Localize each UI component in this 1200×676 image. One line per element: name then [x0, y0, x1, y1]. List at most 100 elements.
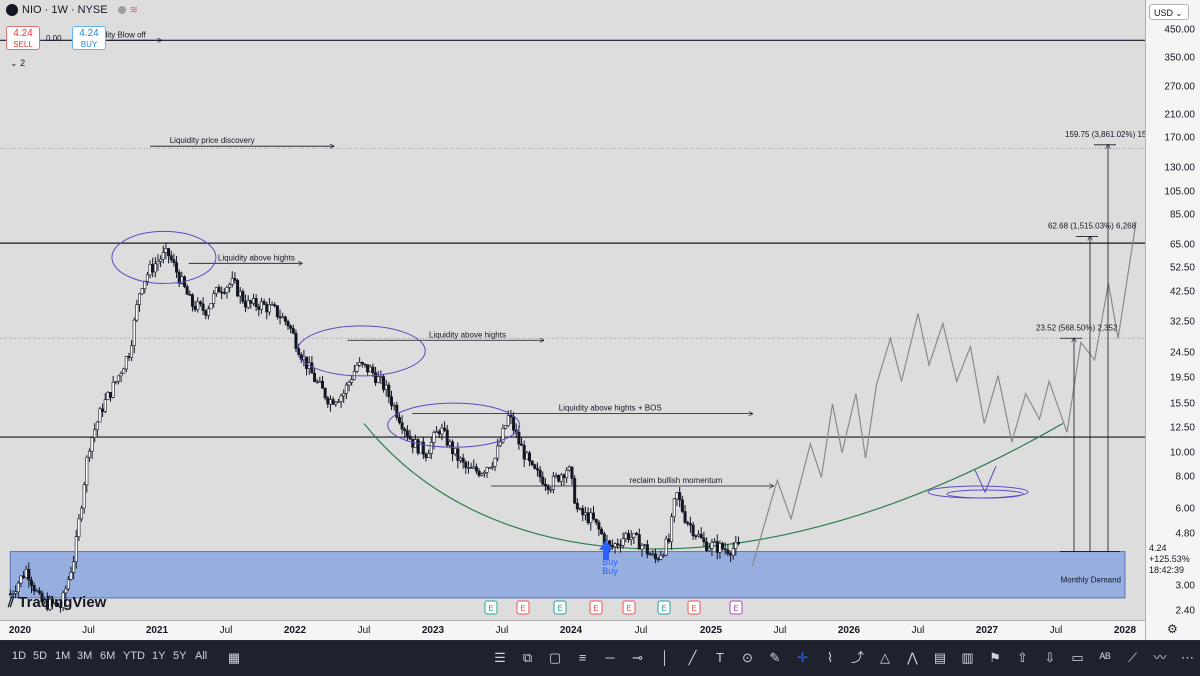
candle-body-251	[675, 492, 679, 500]
hline-icon[interactable]: ─	[605, 650, 615, 665]
earnings-marker-label-1: E	[520, 604, 525, 613]
candle-body-173	[466, 467, 470, 469]
candle-body-136	[368, 366, 372, 373]
wave-icon: ≋	[129, 4, 138, 16]
ray-icon[interactable]: ⊸	[632, 650, 643, 665]
brush-icon[interactable]: ✎	[769, 650, 781, 665]
sell-button[interactable]: 4.24 SELL	[6, 26, 40, 50]
trend-icon[interactable]: ╱	[688, 650, 697, 665]
pattern-icon[interactable]: ⋀	[907, 650, 918, 665]
demand-zone	[9, 551, 1126, 599]
calendar-icon[interactable]: ▦	[227, 650, 241, 665]
candle-body-189	[509, 415, 513, 418]
candle-body-217	[583, 512, 587, 516]
price-tick-18: 6.00	[1175, 503, 1195, 515]
interval-1y-button[interactable]: 1Y	[152, 650, 166, 662]
price-tick-1: 350.00	[1164, 52, 1195, 64]
candle-body-29	[85, 456, 89, 486]
more-icon[interactable]: ⋯	[1181, 650, 1194, 665]
triangle-icon[interactable]: △	[880, 650, 890, 665]
candle-body-167	[451, 441, 455, 455]
buy-price: 4.24	[79, 28, 99, 39]
abcd-icon[interactable]: ᴬᴮ	[1099, 650, 1111, 665]
symbol-legend[interactable]: NIO · 1W · NYSE ≋	[6, 4, 138, 16]
arrow-up-icon[interactable]: ⇧	[1017, 650, 1028, 665]
vline-icon[interactable]: │	[660, 650, 670, 665]
brand-text: TradingView	[18, 594, 107, 611]
candle-body-216	[581, 508, 585, 516]
interval-3m-button[interactable]: 3M	[77, 650, 93, 662]
indicators-toggle[interactable]: ⌄ 2	[10, 58, 25, 69]
candle-body-16	[51, 598, 55, 604]
candle-body-234	[629, 537, 633, 540]
candle-body-179	[482, 472, 486, 475]
interval-5y-button[interactable]: 5Y	[173, 650, 187, 662]
chart-pane[interactable]: Monthly Demand Liquidity Blow off Liquidi…	[0, 0, 1145, 620]
price-chart[interactable]: Monthly Demand Liquidity Blow off Liquidi…	[0, 0, 1145, 620]
flag-icon[interactable]: ⚑	[989, 650, 1001, 665]
candle-body-270	[726, 549, 730, 554]
bars-icon[interactable]: ▥	[961, 650, 974, 665]
candle-body-47	[132, 319, 136, 346]
candle-body-219	[589, 512, 593, 524]
interval-all-button[interactable]: All	[195, 650, 208, 662]
currency-selector[interactable]: USD ⌄	[1149, 4, 1189, 20]
arrow-down-icon[interactable]: ⇩	[1044, 650, 1056, 665]
candle-body-126	[342, 393, 346, 397]
candle-body-124	[336, 401, 340, 403]
candle-body-74	[204, 310, 208, 316]
price-tick-7: 85.00	[1169, 209, 1195, 221]
price-tick-2: 270.00	[1164, 81, 1195, 93]
tradingview-logo: ⫽ TradingView	[8, 594, 106, 611]
settings-icon[interactable]: ⚙	[1167, 622, 1178, 636]
indicator-count: 2	[20, 58, 26, 68]
candle-body-157	[424, 453, 428, 458]
candle-body-85	[233, 278, 237, 281]
candle-body-119	[323, 388, 327, 399]
fib-icon[interactable]: ≡	[578, 650, 587, 665]
price-axis[interactable]: 450.00 350.00 270.00 210.00 170.00 130.00 105.…	[1145, 0, 1200, 640]
bottom-toolbar: 1D 5D 1M 3M 6M YTD 1Y 5Y All ▦ ☰ ⧉ ▢ ≡ ─ ⊸ │ ╱ T ⊙ ✎ ✛ ⌇ ⤴ △ ⋀ ▤ ▥ ⚑…	[0, 640, 1200, 676]
candle-body-232	[624, 533, 628, 540]
candle-body-6	[24, 568, 28, 578]
price-tick-0: 450.00	[1164, 24, 1195, 36]
chart-icon[interactable]: ▤	[933, 650, 947, 665]
interval-5d-button[interactable]: 5D	[33, 650, 48, 662]
interval-1m-button[interactable]: 1M	[55, 650, 71, 662]
price-tick-20: 3.00	[1175, 580, 1195, 592]
time-axis[interactable]: 2020 Jul 2021 Jul 2022 Jul 2023 Jul 2024 Jul 2025 J…	[0, 620, 1145, 641]
candle-body-205	[551, 475, 555, 490]
path-icon[interactable]: ⤴	[850, 650, 864, 665]
candle-body-25	[74, 536, 78, 563]
elliott-icon[interactable]: 〰	[1153, 650, 1167, 665]
candle-body-27	[80, 507, 84, 520]
candle-body-105	[286, 321, 290, 327]
candle-body-154	[416, 439, 420, 454]
candle-body-46	[130, 345, 134, 358]
earnings-marker-2	[553, 600, 567, 615]
cross-icon[interactable]: ✛	[797, 650, 808, 665]
candle-body-42	[119, 373, 123, 377]
interval-6m-button[interactable]: 6M	[100, 650, 116, 662]
circle-icon[interactable]: ⊙	[742, 650, 753, 665]
candle-body-67	[185, 286, 189, 295]
interval-1d-button[interactable]: 1D	[12, 650, 27, 662]
candle-body-215	[578, 508, 582, 510]
candle-body-170	[458, 457, 462, 461]
note-icon[interactable]: ▭	[1071, 650, 1084, 665]
rect-icon[interactable]: ▢	[548, 650, 562, 665]
candle-body-193	[520, 443, 524, 446]
candle-body-111	[302, 356, 306, 360]
candle-body-266	[715, 541, 719, 553]
price-tick-12: 24.50	[1169, 347, 1195, 359]
zigzag-icon[interactable]: ⌇	[826, 650, 834, 665]
candle-body-220	[592, 512, 596, 520]
chevron-down-icon: ⌄	[10, 58, 18, 68]
sliders-icon[interactable]: ☰	[494, 650, 506, 665]
measure-icon[interactable]: ⟋	[1127, 650, 1138, 665]
buy-button[interactable]: 4.24 BUY	[72, 26, 106, 50]
channel-icon[interactable]: ⧉	[522, 650, 533, 665]
text-icon[interactable]: T	[716, 650, 724, 665]
candle-body-268	[721, 543, 725, 550]
interval-ytd-button[interactable]: YTD	[123, 650, 145, 662]
